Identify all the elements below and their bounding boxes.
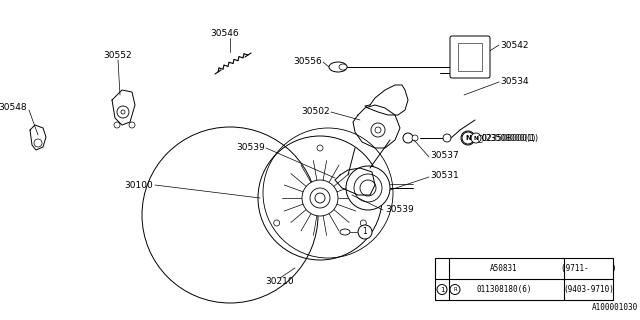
Ellipse shape	[329, 62, 347, 72]
Text: A50831: A50831	[490, 264, 518, 273]
Text: R: R	[453, 287, 457, 292]
Circle shape	[371, 123, 385, 137]
Circle shape	[274, 220, 280, 226]
Text: 1: 1	[440, 286, 444, 292]
Polygon shape	[112, 90, 135, 125]
Text: 011308180(6): 011308180(6)	[476, 285, 532, 294]
Circle shape	[302, 180, 338, 216]
Circle shape	[443, 134, 451, 142]
Text: 30539: 30539	[236, 143, 265, 153]
Circle shape	[450, 284, 460, 294]
Text: 30534: 30534	[500, 77, 529, 86]
Text: 30502: 30502	[301, 108, 330, 116]
Text: 30548: 30548	[0, 103, 27, 113]
Circle shape	[129, 122, 135, 128]
Text: 30531: 30531	[430, 171, 459, 180]
Text: 023508000(1): 023508000(1)	[482, 133, 536, 142]
Text: (9711-     ): (9711- )	[561, 264, 616, 273]
Circle shape	[346, 166, 390, 210]
Text: 1: 1	[363, 228, 367, 236]
Text: 30210: 30210	[266, 277, 294, 286]
Polygon shape	[335, 168, 375, 195]
Circle shape	[360, 220, 366, 226]
Circle shape	[462, 132, 474, 144]
Text: 30100: 30100	[124, 180, 153, 189]
Circle shape	[310, 188, 330, 208]
Text: 30546: 30546	[211, 28, 239, 37]
Text: Ⓝ023508000(1): Ⓝ023508000(1)	[478, 133, 539, 142]
Bar	[435, 258, 613, 300]
Text: A100001030: A100001030	[592, 303, 638, 312]
Circle shape	[117, 106, 129, 118]
Polygon shape	[30, 125, 46, 150]
Polygon shape	[353, 105, 400, 148]
Ellipse shape	[339, 64, 347, 70]
Text: (9403-9710): (9403-9710)	[563, 285, 614, 294]
Circle shape	[412, 135, 418, 141]
Circle shape	[461, 131, 475, 145]
Circle shape	[358, 225, 372, 239]
Text: N: N	[465, 135, 471, 141]
Text: N: N	[474, 135, 478, 140]
Circle shape	[354, 174, 382, 202]
Text: 30539: 30539	[385, 205, 413, 214]
Bar	[458, 43, 482, 71]
Circle shape	[471, 133, 481, 143]
Circle shape	[437, 284, 447, 294]
Circle shape	[34, 139, 42, 147]
Circle shape	[114, 122, 120, 128]
Circle shape	[317, 145, 323, 151]
Polygon shape	[365, 85, 408, 115]
Text: 30537: 30537	[430, 150, 459, 159]
Text: 30556: 30556	[293, 58, 322, 67]
FancyBboxPatch shape	[450, 36, 490, 78]
Text: 30542: 30542	[500, 41, 529, 50]
Circle shape	[403, 133, 413, 143]
Ellipse shape	[340, 229, 350, 235]
Text: 30552: 30552	[104, 51, 132, 60]
